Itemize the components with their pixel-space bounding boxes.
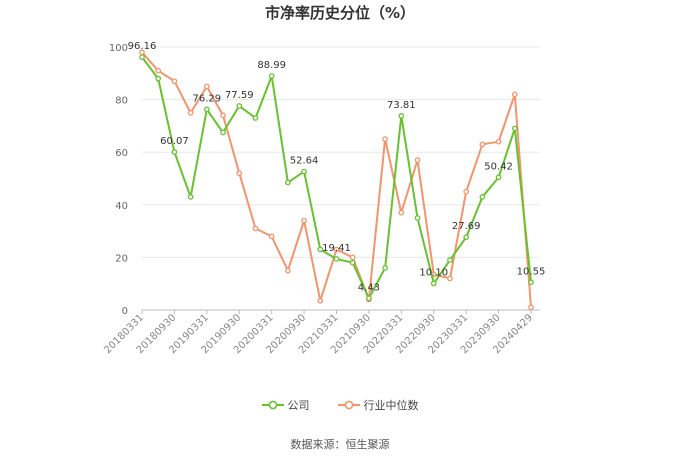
legend-swatch bbox=[261, 400, 284, 410]
source-note: 数据来源：恒生聚源 bbox=[290, 438, 390, 451]
legend-item-industry-median[interactable]: 行业中位数 bbox=[337, 397, 419, 413]
company-point bbox=[349, 259, 356, 266]
axes: 0204060801002018033120180930201903312019… bbox=[102, 43, 540, 356]
company-point bbox=[479, 194, 486, 200]
company-point bbox=[430, 280, 437, 287]
industry-median-point bbox=[155, 67, 162, 74]
industry-median-point bbox=[382, 136, 388, 142]
industry-median-point bbox=[285, 267, 291, 274]
industry-median-point bbox=[447, 275, 453, 282]
data-label: 60.07 bbox=[160, 136, 189, 147]
industry-median-point bbox=[511, 91, 518, 98]
industry-median-point bbox=[268, 233, 275, 240]
company-point bbox=[171, 149, 178, 155]
company-point bbox=[285, 179, 291, 186]
industry-median-point bbox=[414, 157, 421, 163]
y-tick-label: 100 bbox=[109, 43, 128, 54]
legend-swatch-marker bbox=[268, 400, 277, 410]
company-point bbox=[528, 279, 534, 286]
data-label: 96.16 bbox=[128, 41, 157, 52]
company-point bbox=[252, 115, 259, 121]
y-tick-label: 80 bbox=[115, 96, 128, 107]
industry-median-point bbox=[203, 83, 210, 90]
company-point bbox=[366, 295, 372, 302]
legend-swatch bbox=[337, 400, 360, 410]
company-point bbox=[447, 257, 453, 263]
data-label: 27.69 bbox=[452, 221, 481, 232]
company-point bbox=[511, 125, 518, 132]
company-point bbox=[463, 234, 470, 241]
data-label: 73.81 bbox=[387, 100, 416, 111]
industry-median-point bbox=[349, 254, 356, 261]
data-label: 88.99 bbox=[257, 60, 286, 71]
industry-median-point bbox=[479, 141, 486, 148]
y-tick-label: 20 bbox=[115, 253, 128, 264]
company-point bbox=[155, 75, 162, 82]
chart-title: 市净率历史分位（%） bbox=[264, 4, 416, 22]
data-label: 10.10 bbox=[419, 267, 448, 278]
data-label: 50.42 bbox=[484, 161, 513, 172]
grid-lines bbox=[142, 46, 540, 258]
industry-median-point bbox=[187, 109, 194, 116]
industry-median-point bbox=[220, 112, 226, 119]
series-lines bbox=[139, 49, 534, 311]
company-point bbox=[203, 106, 210, 113]
industry-median-point bbox=[317, 297, 324, 304]
company-point bbox=[414, 215, 421, 221]
legend-swatch-marker bbox=[344, 400, 353, 410]
company-point bbox=[333, 256, 340, 262]
y-tick-label: 60 bbox=[115, 148, 128, 159]
company-point bbox=[187, 194, 194, 200]
industry-median-point bbox=[301, 217, 307, 224]
company-point bbox=[139, 54, 145, 60]
industry-median-point bbox=[463, 188, 470, 195]
industry-median-point bbox=[333, 246, 340, 253]
industry-median-point bbox=[236, 170, 243, 177]
industry-median-line bbox=[141, 51, 532, 308]
company-point bbox=[220, 129, 226, 136]
industry-median-point bbox=[171, 78, 178, 85]
data-labels: 96.16 60.07 76.29 77.59 88.99 52.64 19.41 4.43 7… bbox=[128, 41, 546, 293]
data-label: 77.59 bbox=[225, 90, 254, 101]
legend: 公司 行业中位数 bbox=[0, 397, 680, 413]
y-tick-label: 40 bbox=[115, 201, 128, 212]
legend-item-company[interactable]: 公司 bbox=[261, 397, 310, 413]
industry-median-point bbox=[252, 225, 259, 232]
company-point bbox=[301, 168, 307, 175]
company-point bbox=[495, 174, 502, 181]
company-point bbox=[398, 113, 405, 119]
y-tick-label: 0 bbox=[122, 306, 128, 317]
data-label: 76.29 bbox=[193, 93, 222, 104]
industry-median-point bbox=[398, 209, 405, 216]
company-point bbox=[236, 103, 243, 109]
company-point bbox=[382, 265, 388, 271]
legend-label: 行业中位数 bbox=[363, 399, 419, 412]
data-label: 10.55 bbox=[517, 266, 546, 277]
data-label: 19.41 bbox=[322, 243, 351, 254]
company-point bbox=[317, 246, 324, 253]
legend-label: 公司 bbox=[287, 399, 310, 412]
data-label: 52.64 bbox=[290, 156, 319, 167]
data-label: 4.43 bbox=[358, 282, 380, 293]
industry-median-point bbox=[528, 304, 534, 311]
industry-median-point bbox=[495, 138, 502, 145]
company-point bbox=[268, 73, 275, 79]
